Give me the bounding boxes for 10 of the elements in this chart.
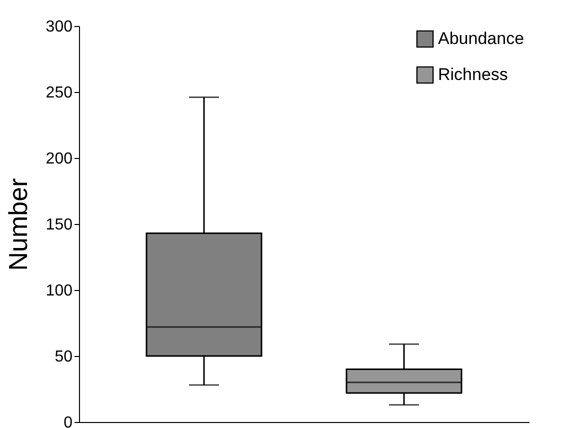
y-tick-label: 50: [54, 348, 73, 366]
legend-label: Richness: [438, 65, 508, 84]
y-tick-label: 200: [46, 150, 73, 168]
y-tick-label: 150: [46, 216, 73, 234]
y-tick-label: 100: [46, 282, 73, 300]
y-tick-label: 0: [64, 414, 73, 428]
y-tick-label: 300: [46, 18, 73, 36]
legend-label: Abundance: [438, 29, 524, 48]
y-axis-title: Number: [2, 178, 33, 271]
y-tick-label: 250: [46, 84, 73, 102]
